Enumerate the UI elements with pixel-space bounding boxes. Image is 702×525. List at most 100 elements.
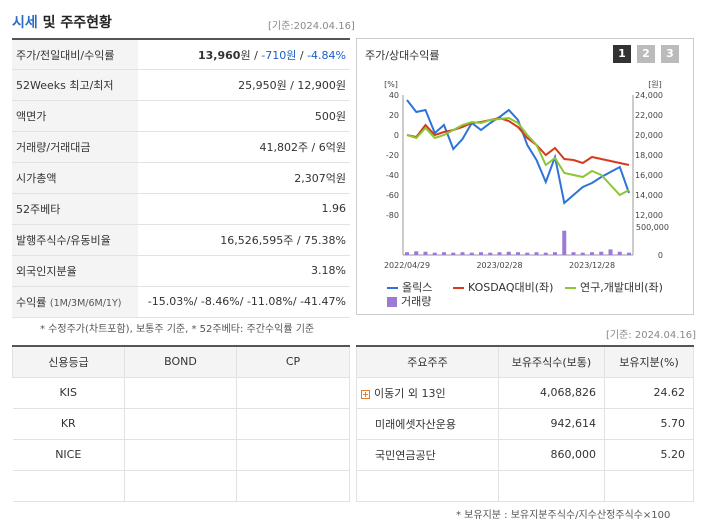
volume-bar [617,251,622,255]
x-tick-label: 2023/12/28 [569,261,615,270]
row-label: 주가/전일대비/수익률 [12,39,138,71]
volume-tick-label: 0 [658,251,663,260]
left-tick-label: 0 [394,131,399,140]
right-axis-unit: [원] [648,80,662,89]
holders-header: 보유주식수(보통) [498,345,605,378]
volume-bar [590,252,594,255]
row-value: 25,950원 / 12,900원 [138,69,350,102]
volume-bar [599,251,604,255]
volume-bar [451,252,456,255]
row-value: 1.96 [138,193,350,225]
row-value: 3.18% [138,255,350,287]
quote-row: 발행주식수/유동비율 16,526,595주 / 75.38% [12,224,350,256]
change-value: -710원 [261,48,297,62]
right-tick-label: 16,000 [635,171,663,180]
chart-panel: 주가/상대수익률 1 2 3 [%] [원] 40 20 0 -20 -40 -60 -80 24… [356,38,694,315]
credit-header: 신용등급 [12,346,125,378]
quote-row-returns: 수익률 (1M/3M/6M/1Y) -15.03%/ -8.46%/ -11.0… [12,286,350,318]
legend-item-volume: 거래량 [387,293,431,309]
credit-cp [236,407,350,440]
volume-bar [497,252,502,255]
holder-shares: 4,068,826 [498,376,605,409]
row-label: 외국인지분율 [12,255,138,287]
holder-pct [604,469,694,502]
plus-icon[interactable]: + [361,389,370,399]
row-value: 41,802주 / 6억원 [138,131,350,164]
quote-note: * 수정주가(차트포함), 보통주 기준, * 52주베타: 주간수익률 기준 [40,324,315,335]
holder-name [356,469,499,502]
volume-bar [534,252,539,255]
table-row: 국민연금공단 860,000 5.20 [356,438,694,471]
chart-svg: [%] [원] 40 20 0 -20 -40 -60 -80 24,000 22,000 20,00… [384,80,669,270]
quote-row-price: 주가/전일대비/수익률 13,960원 / -710원 / -4.84% [12,39,350,71]
row-label: 발행주식수/유동비율 [12,224,138,256]
series-line [406,116,630,166]
volume-bar [405,252,409,255]
row-label: 52Weeks 최고/최저 [12,69,138,102]
right-tick-label: 24,000 [635,91,663,100]
return-value: -4.84% [307,48,346,62]
volume-bar [432,252,437,255]
volume-bar [627,252,631,255]
left-tick-label: -60 [386,191,399,200]
volume-bar [423,251,428,255]
quote-row: 액면가 500원 [12,100,350,133]
holders-header: 보유지분(%) [604,345,694,378]
legend-swatch [565,287,576,289]
legend-swatch [387,297,397,307]
row-label: 거래량/거래대금 [12,131,138,164]
chart-tab-3[interactable]: 3 [661,45,679,63]
table-row: + 이동기 외 13인 4,068,826 24.62 [356,376,694,409]
legend-item-rnd: 연구,개발대비(좌) [565,279,663,295]
left-tick-label: -80 [386,211,399,220]
row-value: 500원 [138,100,350,133]
table-row: NICE [12,438,350,471]
credit-bond [124,407,237,440]
quote-row: 52주베타 1.96 [12,193,350,225]
volume-tick-label: 500,000 [636,223,669,232]
chart-tab-2[interactable]: 2 [637,45,655,63]
series-line [406,99,630,205]
credit-table: 신용등급 BOND CP KIS KR NICE [12,345,350,502]
holder-name: 국민연금공단 [356,438,499,471]
credit-agency [12,469,125,502]
x-tick-label: 2022/04/29 [384,261,430,270]
credit-bond [124,469,237,502]
holder-pct: 5.70 [604,407,694,440]
quote-row: 외국인지분율 3.18% [12,255,350,287]
table-row: KR [12,407,350,440]
volume-bar [506,251,511,255]
legend-item-stock: 올릭스 [387,279,432,295]
quote-row: 시가총액 2,307억원 [12,162,350,194]
left-tick-label: 20 [389,111,399,120]
row-value: 16,526,595주 / 75.38% [138,224,350,256]
volume-bar [516,252,520,255]
price-value: 13,960 [198,48,241,62]
volume-bar [469,252,474,255]
left-tick-label: -40 [386,171,399,180]
holder-shares: 942,614 [498,407,605,440]
quote-row: 거래량/거래대금 41,802주 / 6억원 [12,131,350,164]
volume-bar [571,252,576,255]
x-tick-label: 2023/02/28 [476,261,522,270]
row-label: 수익률 (1M/3M/6M/1Y) [12,286,138,318]
volume-bar [488,252,493,255]
left-axis-unit: [%] [384,80,398,89]
holder-name[interactable]: + 이동기 외 13인 [356,376,499,409]
right-tick-label: 18,000 [635,151,663,160]
credit-cp [236,376,350,409]
left-tick-label: -20 [386,151,399,160]
holder-pct: 24.62 [604,376,694,409]
credit-header: BOND [124,346,237,378]
volume-bar [580,252,585,255]
holder-shares [498,469,605,502]
legend-swatch [453,287,464,289]
volume-bar [479,252,483,255]
legend-swatch [387,287,398,289]
right-tick-label: 22,000 [635,111,663,120]
holders-note: * 보유지분 : 보유지분주식수/지수산정주식수×100 [456,510,671,521]
chart-tab-1[interactable]: 1 [613,45,631,63]
row-label: 시가총액 [12,162,138,194]
volume-bar [562,230,567,255]
table-row [12,469,350,502]
